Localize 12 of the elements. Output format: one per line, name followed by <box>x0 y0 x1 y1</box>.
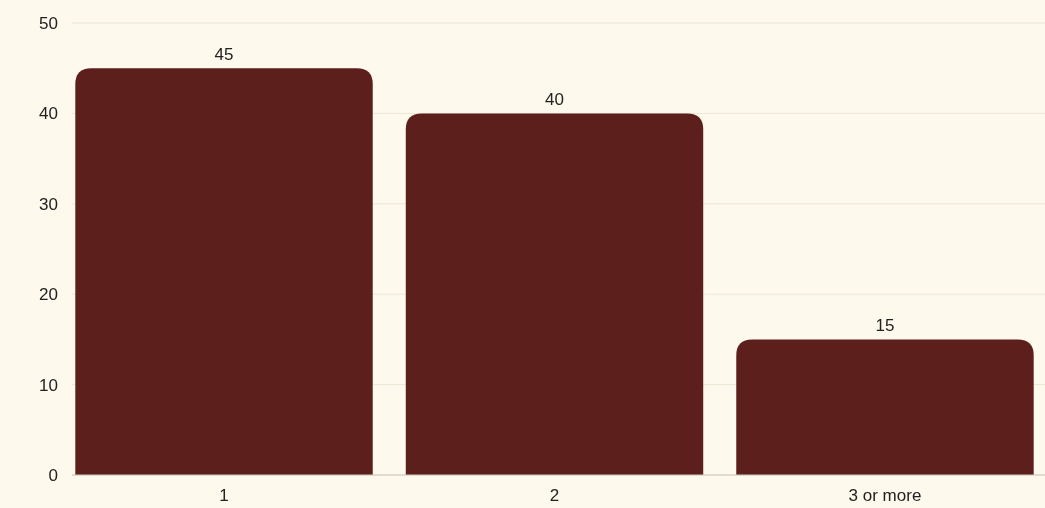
data-label: 45 <box>214 45 234 65</box>
data-label: 15 <box>875 316 895 336</box>
y-tick-label: 10 <box>39 375 58 395</box>
y-tick-label: 20 <box>39 285 58 305</box>
y-tick-label: 50 <box>39 13 58 33</box>
data-label: 40 <box>545 90 564 110</box>
y-tick-label: 40 <box>39 104 58 124</box>
x-tick-label: 3 or more <box>848 485 922 505</box>
y-tick-label: 30 <box>39 194 58 214</box>
x-tick-label: 1 <box>219 485 229 505</box>
x-tick-label: 2 <box>549 485 560 505</box>
y-tick-label: 0 <box>48 465 58 485</box>
